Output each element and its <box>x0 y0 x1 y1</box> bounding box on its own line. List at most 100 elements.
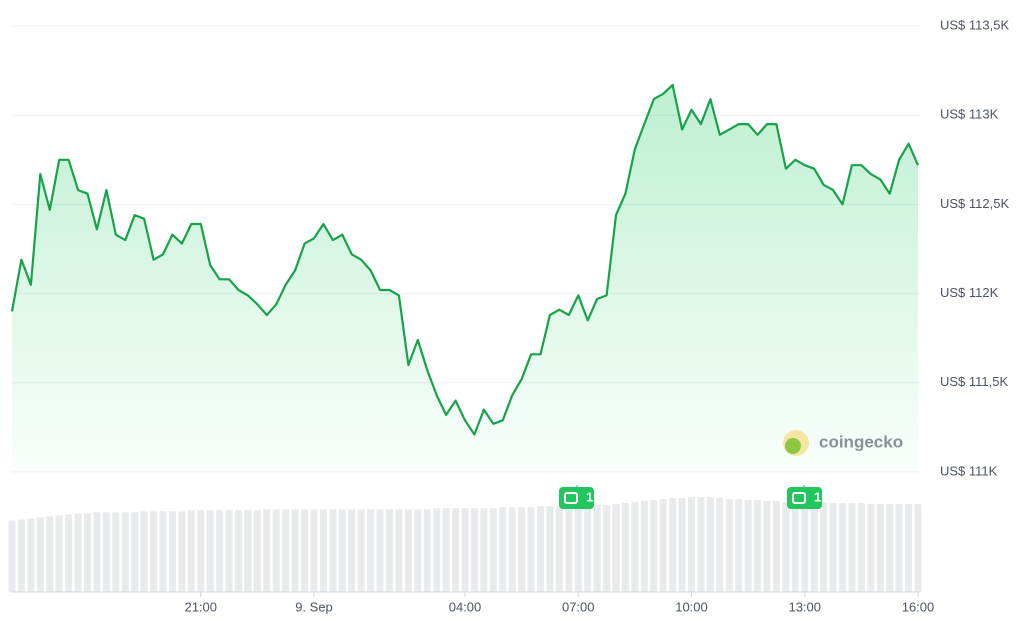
y-tick-label: US$ 113,5K <box>940 17 1009 32</box>
volume-bar <box>244 510 252 592</box>
volume-bar <box>905 504 913 592</box>
volume-bar <box>263 509 271 592</box>
volume-bar <box>395 509 403 592</box>
area <box>12 84 918 473</box>
volume-bar <box>197 510 205 592</box>
volume-bar <box>36 517 44 592</box>
volume-bar <box>518 507 526 592</box>
volume-bar <box>121 512 129 592</box>
volume-bar <box>206 510 214 592</box>
volume-bar <box>546 506 554 592</box>
volume-bar <box>886 504 894 592</box>
x-tick-label: 13:00 <box>788 599 821 614</box>
volume-bar <box>716 498 724 592</box>
volume-bar <box>46 516 54 592</box>
volume-bar <box>150 511 158 592</box>
y-tick-label: US$ 111K <box>940 463 998 478</box>
volume-bar <box>310 509 318 592</box>
volume-bar <box>272 509 280 592</box>
volume-bar <box>187 510 195 592</box>
volume-bar <box>829 503 837 592</box>
watermark: coingecko <box>783 430 903 456</box>
volume-bar <box>782 502 790 592</box>
volume-bar <box>357 509 365 592</box>
volume-bar <box>744 500 752 592</box>
event-icon <box>564 492 578 504</box>
volume-bar <box>112 512 120 592</box>
volume-bar <box>895 504 903 592</box>
volume-bar <box>65 514 73 592</box>
volume-bar <box>291 509 299 592</box>
x-tick-label: 16:00 <box>902 599 935 614</box>
volume-bar <box>678 498 686 592</box>
volume-bar <box>754 500 762 592</box>
volume-bar <box>386 509 393 592</box>
volume-bar <box>763 501 771 592</box>
volume-bar <box>669 498 677 592</box>
volume-bar <box>735 499 743 592</box>
volume-bar <box>8 520 16 592</box>
volume-bar <box>74 513 82 592</box>
volume-bar <box>631 502 639 592</box>
volume-bar <box>461 508 469 592</box>
volume-bar <box>537 506 544 592</box>
volume-bar <box>301 509 309 592</box>
volume-bar <box>348 509 356 592</box>
event-badge[interactable]: 1 <box>787 485 822 509</box>
volume-bar <box>282 509 290 592</box>
volume-bar <box>697 497 705 592</box>
volume-bar <box>914 504 922 592</box>
volume-bar <box>168 511 176 592</box>
volume-bar <box>603 505 611 592</box>
y-tick-label: US$ 112,5K <box>940 196 1009 211</box>
volume-bar <box>857 503 865 592</box>
volume-bar <box>612 504 620 592</box>
volume-bar <box>404 509 412 592</box>
x-tick-label: 04:00 <box>449 599 482 614</box>
volume-bar <box>102 512 110 592</box>
volume-bar <box>489 508 497 592</box>
x-tick-label: 21:00 <box>184 599 217 614</box>
volume-bar <box>423 509 431 592</box>
volume-bar <box>55 515 63 592</box>
volume-bar <box>848 503 856 592</box>
volume-bar <box>329 509 337 592</box>
event-count: 1 <box>586 489 593 504</box>
volume-bar <box>376 509 384 592</box>
volume-bar <box>84 513 91 592</box>
volume-bar <box>338 509 346 592</box>
volume-bar <box>499 507 507 592</box>
x-tick-label: 07:00 <box>562 599 595 614</box>
y-tick-label: US$ 113K <box>940 107 999 122</box>
volume-bar <box>574 506 582 592</box>
volume-bar <box>593 505 601 592</box>
volume-bar <box>253 510 261 592</box>
volume-bar <box>216 510 224 592</box>
volume-bar <box>791 502 799 592</box>
volume-bar <box>140 511 148 592</box>
volume-bar <box>319 509 327 592</box>
volume-bar <box>442 508 450 592</box>
volume-bar <box>688 497 695 592</box>
y-tick-label: US$ 111,5K <box>940 374 1009 389</box>
volume-bar <box>810 502 818 592</box>
volume-bar <box>93 512 101 592</box>
volume-bar <box>480 508 488 592</box>
volume-bar <box>621 503 629 592</box>
event-badge[interactable]: 1 <box>559 485 594 509</box>
volume-bar <box>820 502 828 592</box>
watermark-logo-inner <box>785 438 801 454</box>
volume-bar <box>640 501 648 592</box>
volume-bar <box>27 518 35 592</box>
volume-bar <box>452 508 460 592</box>
volume-bar <box>565 506 573 592</box>
volume-bar <box>772 501 780 592</box>
volume-bar <box>839 503 846 592</box>
volume-bar <box>433 508 441 592</box>
volume-bar <box>867 504 875 592</box>
volume-bar <box>801 502 809 592</box>
x-tick-label: 9. Sep <box>295 599 333 614</box>
volume-bar <box>706 497 714 592</box>
volume-bar <box>470 508 478 592</box>
